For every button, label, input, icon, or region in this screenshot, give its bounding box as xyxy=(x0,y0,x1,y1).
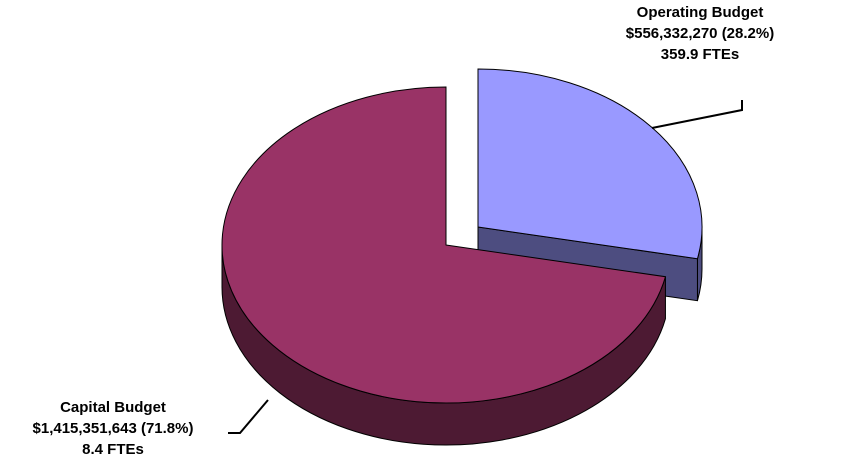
capital-budget-leader-line xyxy=(228,399,269,434)
capital-budget-label: Capital Budget $1,415,351,643 (71.8%) 8.… xyxy=(0,397,226,460)
operating-budget-name: Operating Budget xyxy=(636,4,764,21)
operating-budget-value: $556,332,270 (28.2%) xyxy=(625,25,775,42)
operating-budget-ftes: 359.9 FTEs xyxy=(660,46,740,63)
capital-budget-value: $1,415,351,643 (71.8%) xyxy=(32,420,194,437)
capital-budget-ftes: 8.4 FTEs xyxy=(82,441,144,458)
capital-budget-slice xyxy=(221,86,667,404)
capital-budget-name: Capital Budget xyxy=(60,399,166,416)
operating-budget-label: Operating Budget $556,332,270 (28.2%) 35… xyxy=(580,2,820,65)
operating-budget-slice xyxy=(477,68,703,260)
operating-budget-leader-line xyxy=(651,100,743,129)
